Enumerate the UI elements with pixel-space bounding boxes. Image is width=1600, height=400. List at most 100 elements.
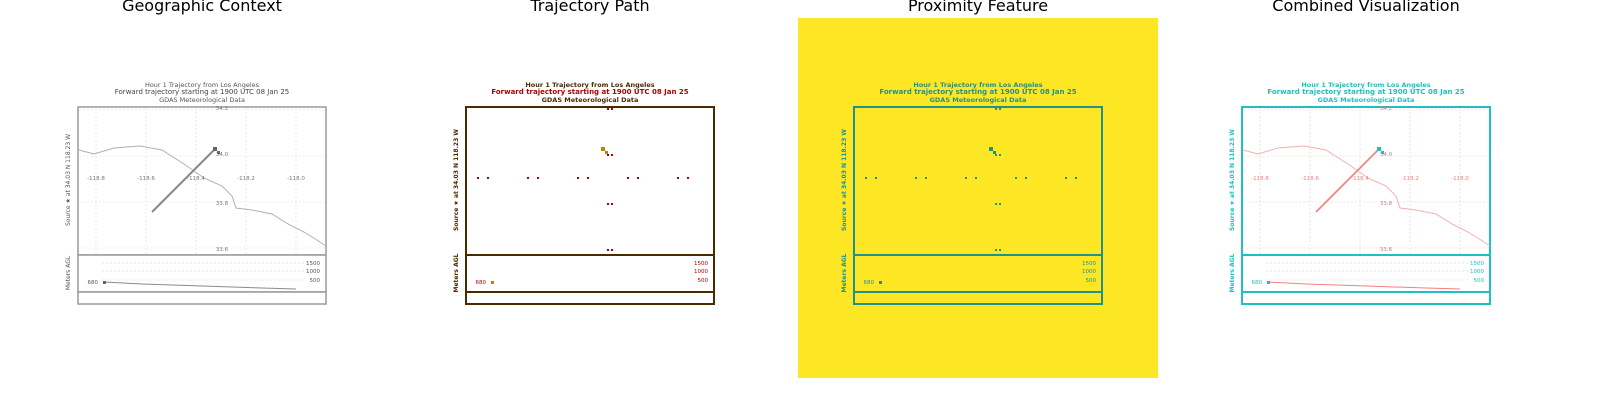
lon-tick-mark	[1065, 177, 1067, 179]
height-profile-line	[1267, 281, 1461, 290]
trajectory-endpoint-marker	[217, 151, 220, 154]
trajectory-line	[151, 148, 216, 213]
lat-tick-mark	[607, 108, 609, 110]
lon-tick-mark	[687, 177, 689, 179]
height-tick-label: 500	[1474, 278, 1485, 284]
lon-tick-mark	[865, 177, 867, 179]
lon-tick-mark	[965, 177, 967, 179]
source-location-label: Source ★ at 34.03 N 118.23 W	[65, 134, 72, 226]
lon-tick-mark	[1015, 177, 1017, 179]
lat-tick-mark	[999, 249, 1001, 251]
figure-header-line-2: Forward trajectory starting at 1900 UTC …	[491, 88, 688, 96]
figure-header-line-3: GDAS Meteorological Data	[542, 96, 639, 104]
lon-tick-mark	[487, 177, 489, 179]
trajectory-endpoint-marker	[1377, 147, 1381, 151]
lon-tick-label: -118.4	[1351, 176, 1369, 182]
lon-tick-label: -118.4	[187, 176, 205, 182]
panel-svg: Hour 1 Trajectory from Los AngelesForwar…	[798, 18, 1158, 378]
figure-header-line-2: Forward trajectory starting at 1900 UTC …	[1267, 88, 1464, 96]
lat-tick-mark	[611, 249, 613, 251]
lon-tick-label: -118.2	[237, 176, 255, 182]
bottom-strip	[853, 291, 1103, 305]
lat-tick-mark	[611, 154, 613, 156]
lat-tick-mark	[995, 108, 997, 110]
height-start-label: 680	[476, 280, 487, 286]
proximity-feature-panel: Hour 1 Trajectory from Los Angeles Forwar…	[798, 18, 1158, 378]
panel-title-proximity: Proximity Feature	[907, 0, 1049, 15]
height-tick-label: 1000	[1082, 269, 1096, 275]
lat-tick-mark	[999, 108, 1001, 110]
height-axis-label: Meters AGL	[841, 253, 848, 292]
lon-tick-mark	[677, 177, 679, 179]
bottom-strip	[77, 291, 327, 305]
lon-tick-mark	[975, 177, 977, 179]
lon-tick-label: -118.8	[87, 176, 105, 182]
figure-header-line-1: Hour 1 Trajectory from Los Angeles	[913, 81, 1042, 89]
lon-tick-mark	[1075, 177, 1077, 179]
trajectory-endpoint-marker	[993, 151, 996, 154]
height-tick-label: 500	[698, 278, 709, 284]
map-frame	[465, 106, 715, 256]
lon-tick-mark	[915, 177, 917, 179]
lat-tick-mark	[999, 154, 1001, 156]
height-tick-label: 500	[310, 278, 321, 284]
height-start-marker	[103, 281, 106, 284]
height-profile-line	[103, 281, 297, 290]
figure-header-line-2: Forward trajectory starting at 1900 UTC …	[115, 88, 289, 96]
height-start-marker	[879, 281, 882, 284]
height-start-label: 680	[88, 280, 99, 286]
height-tick-label: 1500	[306, 261, 320, 267]
lat-tick-label: 34.0	[216, 152, 229, 158]
panel-title-combined: Combined Visualization	[1272, 0, 1460, 15]
height-tick-label: 1500	[1470, 261, 1484, 267]
lat-tick-mark	[611, 108, 613, 110]
bottom-strip	[465, 291, 715, 305]
figure-header-line-1: Hour 1 Trajectory from Los Angeles	[1301, 81, 1430, 89]
lon-tick-label: -118.0	[287, 176, 305, 182]
lat-tick-label: 33.6	[216, 247, 229, 253]
lon-tick-mark	[637, 177, 639, 179]
height-tick-label: 500	[1086, 278, 1097, 284]
map-frame	[1241, 106, 1491, 256]
height-axis-label: Meters AGL	[453, 253, 460, 292]
lon-tick-mark	[1025, 177, 1027, 179]
source-location-label: Source ★ at 34.03 N 118.23 W	[841, 129, 848, 231]
coastline	[1242, 145, 1491, 247]
lat-tick-mark	[611, 203, 613, 205]
height-start-marker	[1267, 281, 1270, 284]
coastline	[78, 145, 327, 247]
lon-tick-mark	[627, 177, 629, 179]
height-axis-label: Meters AGL	[65, 255, 72, 290]
lon-tick-mark	[477, 177, 479, 179]
figure-header-line-2: Forward trajectory starting at 1900 UTC …	[879, 88, 1076, 96]
trajectory-path-panel: Hour 1 Trajectory from Los Angeles Forwar…	[410, 18, 770, 378]
panel-svg: Hour 1 Trajectory from Los AngelesForwar…	[1186, 18, 1546, 378]
lon-tick-label: -118.2	[1401, 176, 1419, 182]
height-tick-label: 1000	[694, 269, 708, 275]
panel-svg: Hour 1 Trajectory from Los AngelesForwar…	[22, 18, 382, 378]
lat-tick-label: 34.2	[216, 106, 228, 112]
panel-background	[798, 18, 1158, 378]
lat-tick-mark	[607, 203, 609, 205]
lat-tick-label: 34.2	[1380, 106, 1392, 112]
lat-tick-mark	[607, 154, 609, 156]
lat-tick-mark	[607, 249, 609, 251]
lat-tick-label: 33.8	[1380, 201, 1393, 207]
lon-tick-label: -118.6	[137, 176, 155, 182]
source-location-label: Source ★ at 34.03 N 118.23 W	[1229, 129, 1236, 231]
trajectory-endpoint-marker	[213, 147, 217, 151]
map-frame	[77, 106, 327, 256]
lat-tick-mark	[995, 154, 997, 156]
figure-header-line-3: GDAS Meteorological Data	[159, 96, 245, 104]
height-tick-label: 1000	[1470, 269, 1484, 275]
source-location-label: Source ★ at 34.03 N 118.23 W	[453, 129, 460, 231]
lon-tick-label: -118.8	[1251, 176, 1269, 182]
lat-tick-label: 33.6	[1380, 247, 1393, 253]
lat-tick-label: 33.8	[216, 201, 229, 207]
height-start-marker	[491, 281, 494, 284]
height-tick-label: 1500	[1082, 261, 1096, 267]
geographic-context-panel: Hour 1 Trajectory from Los Angeles Forwar…	[22, 18, 382, 378]
figure-header-line-1: Hour 1 Trajectory from Los Angeles	[145, 81, 260, 89]
figure-header-line-3: GDAS Meteorological Data	[930, 96, 1027, 104]
lat-tick-mark	[995, 249, 997, 251]
